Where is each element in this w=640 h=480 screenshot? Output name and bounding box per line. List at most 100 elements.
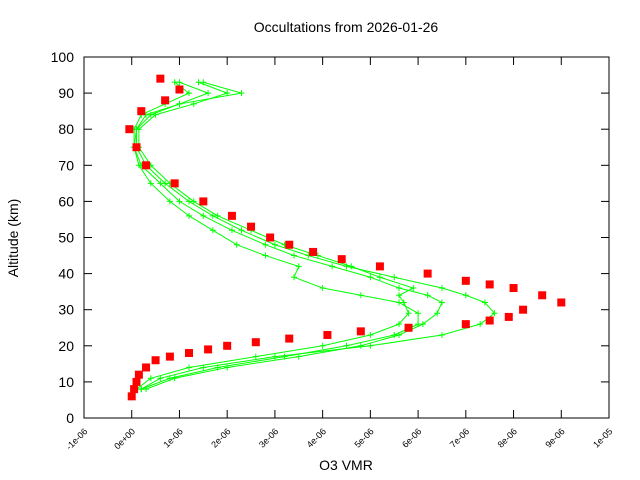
- point-square: [125, 125, 134, 134]
- point-plus: [491, 310, 498, 317]
- point-square: [485, 280, 494, 289]
- point-square: [170, 179, 179, 188]
- point-square: [509, 284, 518, 293]
- point-square: [404, 323, 413, 332]
- point-plus: [271, 353, 278, 360]
- point-plus: [195, 79, 202, 86]
- point-square: [485, 316, 494, 325]
- point-plus: [233, 241, 240, 248]
- y-tick-label: 70: [58, 157, 74, 173]
- y-tick-label: 60: [58, 193, 74, 209]
- point-square: [130, 385, 139, 394]
- point-square: [557, 298, 566, 307]
- y-tick-label: 0: [66, 410, 74, 426]
- point-plus: [319, 285, 326, 292]
- point-square: [247, 222, 256, 231]
- series: [125, 74, 566, 401]
- point-plus: [410, 285, 417, 292]
- point-square: [227, 211, 236, 220]
- plot-area: [125, 74, 566, 401]
- point-square: [266, 233, 275, 242]
- point-square: [127, 392, 136, 401]
- point-square: [175, 85, 184, 94]
- point-plus: [367, 331, 374, 338]
- point-square: [323, 330, 332, 339]
- point-plus: [434, 310, 441, 317]
- point-square: [285, 334, 294, 343]
- point-plus: [438, 285, 445, 292]
- x-axis-label: O3 VMR: [319, 457, 373, 473]
- point-plus: [367, 342, 374, 349]
- point-square: [137, 107, 146, 116]
- point-square: [142, 363, 151, 372]
- point-plus: [176, 198, 183, 205]
- point-plus: [357, 292, 364, 299]
- point-square: [199, 197, 208, 206]
- point-plus: [271, 241, 278, 248]
- y-tick-label: 10: [58, 374, 74, 390]
- point-plus: [147, 375, 154, 382]
- point-plus: [166, 198, 173, 205]
- point-plus: [186, 364, 192, 371]
- point-plus: [200, 212, 207, 219]
- point-plus: [477, 321, 484, 328]
- point-plus: [152, 111, 159, 118]
- point-plus: [291, 274, 297, 281]
- point-plus: [462, 292, 469, 299]
- point-square: [337, 255, 346, 264]
- point-plus: [481, 299, 488, 306]
- point-plus: [438, 331, 445, 338]
- point-square: [285, 240, 294, 249]
- point-plus: [415, 310, 422, 317]
- point-plus: [295, 353, 302, 360]
- y-tick-label: 50: [58, 230, 74, 246]
- point-plus: [224, 90, 231, 97]
- chart-title: Occultations from 2026-01-26: [254, 19, 439, 35]
- point-plus: [190, 198, 197, 205]
- point-plus: [291, 252, 297, 259]
- point-plus: [252, 353, 259, 360]
- point-plus: [157, 180, 164, 187]
- point-plus: [238, 90, 245, 97]
- point-square: [423, 269, 432, 278]
- point-plus: [176, 100, 183, 107]
- point-square: [132, 143, 141, 152]
- point-square: [132, 377, 141, 386]
- point-square: [204, 345, 213, 354]
- point-square: [142, 161, 151, 170]
- point-square: [223, 341, 232, 350]
- point-plus: [186, 90, 192, 97]
- point-plus: [157, 375, 164, 382]
- point-plus: [348, 263, 355, 270]
- point-plus: [396, 331, 402, 338]
- y-tick-label: 100: [51, 49, 75, 65]
- y-tick-label: 30: [58, 302, 74, 318]
- point-plus: [186, 212, 192, 219]
- point-square: [504, 312, 513, 321]
- point-square: [134, 370, 143, 379]
- point-square: [356, 327, 365, 336]
- point-plus: [171, 79, 178, 86]
- point-plus: [262, 241, 269, 248]
- point-square: [151, 356, 160, 365]
- point-square: [461, 320, 470, 329]
- point-plus: [295, 263, 302, 270]
- point-plus: [190, 100, 197, 107]
- point-plus: [135, 126, 142, 133]
- point-plus: [367, 274, 374, 281]
- point-plus: [209, 227, 216, 234]
- point-plus: [205, 90, 212, 97]
- point-plus: [391, 274, 398, 281]
- point-plus: [147, 180, 154, 187]
- point-square: [461, 276, 470, 285]
- point-square: [538, 291, 547, 300]
- point-plus: [329, 263, 336, 270]
- point-plus: [319, 342, 326, 349]
- point-plus: [238, 227, 245, 234]
- point-plus: [171, 375, 178, 382]
- y-tick-label: 40: [58, 266, 74, 282]
- point-plus: [419, 321, 426, 328]
- point-square: [309, 247, 318, 256]
